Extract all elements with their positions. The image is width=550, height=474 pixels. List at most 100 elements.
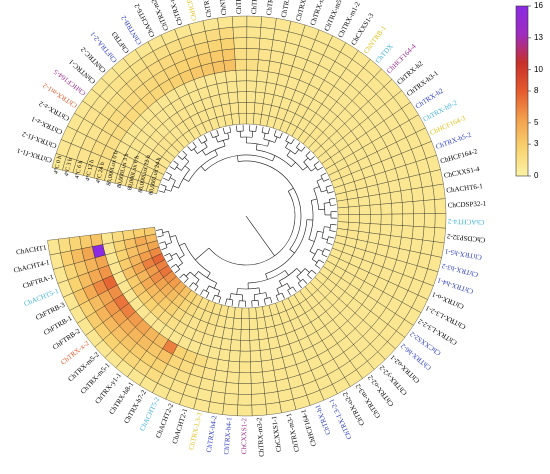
tree-branch <box>311 269 317 275</box>
tree-branch <box>330 204 337 206</box>
tree-arc <box>212 135 219 139</box>
tree-arc <box>164 186 167 193</box>
condition-label: 4°C 0 h <box>52 155 63 174</box>
tree-branch <box>173 160 179 165</box>
tree-branch <box>169 177 176 181</box>
tree-branch <box>179 242 185 246</box>
tree-arc <box>175 235 185 256</box>
tree-branch <box>205 285 210 292</box>
tree-branch <box>273 130 277 136</box>
heatmap-cell <box>257 327 269 340</box>
tree-arc <box>205 145 226 156</box>
tree-branch <box>302 166 308 171</box>
tree-arc <box>170 180 176 192</box>
condition-label: 4°C 24 h <box>95 162 106 184</box>
heatmap-cell <box>229 339 241 352</box>
tree-branch <box>184 278 189 284</box>
tree-branch <box>309 156 315 161</box>
heatmap-cell <box>348 205 360 215</box>
tree-arc <box>204 154 273 171</box>
tree-branch <box>263 298 266 305</box>
heatmap-cell <box>239 340 251 352</box>
tree-branch <box>326 242 333 245</box>
tree-branch <box>324 248 331 252</box>
heatmap-cell <box>224 70 237 83</box>
tree-branch <box>323 202 330 204</box>
tree-branch <box>261 126 264 133</box>
heatmap-cell <box>411 226 425 241</box>
heatmap-cell <box>237 91 247 103</box>
gene-label: ChACHT6-1 <box>446 182 484 195</box>
heatmap-cell <box>239 350 251 363</box>
tree-branch <box>218 297 221 303</box>
heatmap-cell <box>207 401 225 415</box>
gene-label: ChFTRA-1 <box>22 273 55 290</box>
tree-branch <box>236 288 238 295</box>
tree-branch <box>291 162 296 167</box>
heatmap-cell <box>248 307 257 319</box>
heatmap-cell <box>348 214 360 224</box>
tree-branch <box>321 254 328 258</box>
tree-arc <box>316 181 322 193</box>
heatmap-cell <box>79 234 93 249</box>
tree-branch <box>184 157 190 162</box>
legend-tick-label: 5 <box>534 118 539 127</box>
condition-label: 4°C 12 h <box>84 159 95 181</box>
gene-label: ChTRX-h3-2 <box>440 262 479 279</box>
gene-label: ChTRX-y-2 <box>294 0 311 22</box>
heatmap-cell <box>222 403 238 416</box>
heatmap-cell <box>423 199 436 214</box>
heatmap-cell <box>217 16 234 29</box>
heatmap-cell <box>234 59 247 71</box>
tree-arc <box>296 268 306 277</box>
tree-branch <box>324 226 331 228</box>
heatmap-cell <box>379 224 392 236</box>
tree-arc <box>251 299 259 302</box>
heatmap-cell <box>223 392 239 406</box>
gene-label: ChTRX-L3-3 <box>187 411 204 450</box>
tree-branch <box>169 235 176 238</box>
tree-branch <box>172 185 179 189</box>
tree-branch <box>328 236 335 239</box>
heatmap-cell <box>263 380 278 394</box>
heatmap-cell <box>251 403 268 417</box>
heatmap-cell <box>255 81 267 94</box>
tree-branch <box>202 150 206 156</box>
heatmap-cell <box>246 59 259 71</box>
heatmap-cell <box>223 59 237 72</box>
heatmap-cell <box>369 204 382 215</box>
tree-branch <box>158 190 165 193</box>
tree-branch <box>214 149 218 156</box>
tree-branch <box>182 150 187 156</box>
heatmap-cell <box>47 238 61 256</box>
gene-label: ChTRX-h5-1 <box>444 247 483 261</box>
tree-branch <box>265 273 268 280</box>
tree-branch <box>307 274 312 280</box>
heatmap-cell <box>433 227 446 244</box>
tree-branch <box>284 270 289 276</box>
tree-branch <box>165 242 172 245</box>
tree-branch <box>179 254 185 259</box>
heatmap-cell <box>423 213 436 228</box>
heatmap-cell <box>265 401 282 416</box>
tree-branch <box>267 128 271 135</box>
gene-label: ChTRX-m3-2 <box>255 417 266 457</box>
heatmap-cell <box>231 15 248 28</box>
gene-label: ChCDSP32-2 <box>446 232 486 244</box>
legend-tick-label: 8 <box>534 86 539 95</box>
heatmap-cell <box>246 37 261 50</box>
tree-branch <box>223 140 226 147</box>
tree-branch <box>310 167 317 172</box>
heatmap-cell <box>234 48 247 60</box>
tree-branch <box>274 136 278 143</box>
tree-branch <box>169 166 175 170</box>
tree-branch <box>303 157 309 163</box>
tree-arc <box>315 259 320 266</box>
tree-branch <box>318 259 325 264</box>
tree-branch <box>267 140 270 147</box>
tree-arc <box>230 293 243 296</box>
heatmap-cell <box>422 226 436 242</box>
heatmap-cell <box>249 350 262 363</box>
heatmap-cell <box>399 236 413 251</box>
tree-branch <box>195 279 200 285</box>
